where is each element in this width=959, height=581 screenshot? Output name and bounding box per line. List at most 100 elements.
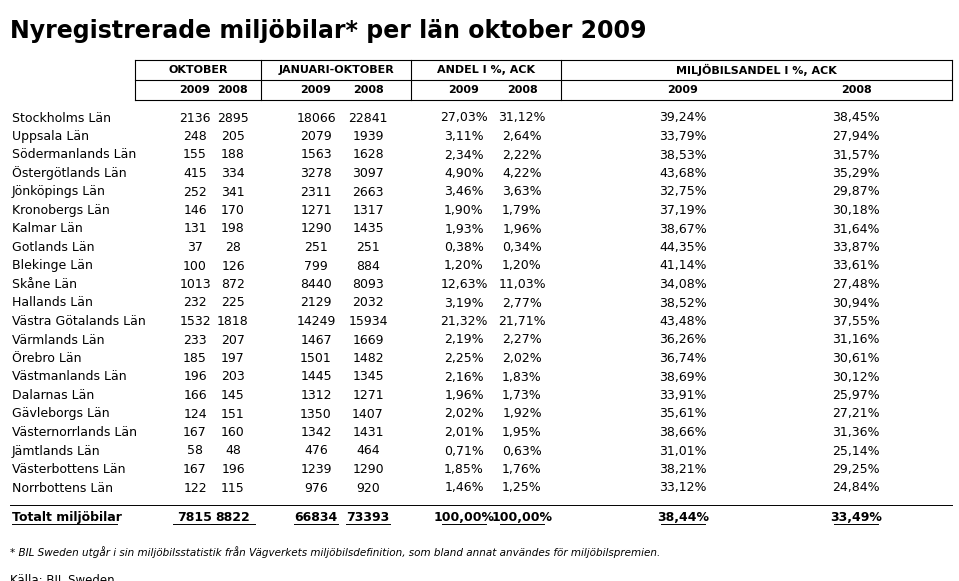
Text: Hallands Län: Hallands Län — [12, 296, 93, 310]
Text: 27,94%: 27,94% — [832, 130, 879, 143]
Text: 48: 48 — [225, 444, 241, 457]
Text: 2009: 2009 — [179, 85, 210, 95]
Text: 2032: 2032 — [352, 296, 384, 310]
Text: 30,94%: 30,94% — [832, 296, 879, 310]
Text: 124: 124 — [183, 407, 207, 421]
Text: 18066: 18066 — [296, 112, 336, 124]
Text: 38,52%: 38,52% — [659, 296, 707, 310]
Text: Kronobergs Län: Kronobergs Län — [12, 204, 109, 217]
Text: 1,85%: 1,85% — [444, 463, 484, 476]
Text: 1435: 1435 — [352, 223, 384, 235]
Text: 3,11%: 3,11% — [444, 130, 483, 143]
Text: Västerbottens Län: Västerbottens Län — [12, 463, 126, 476]
Text: 36,74%: 36,74% — [659, 352, 707, 365]
Text: 29,87%: 29,87% — [832, 185, 879, 199]
Text: 21,32%: 21,32% — [440, 315, 488, 328]
Text: 44,35%: 44,35% — [659, 241, 707, 254]
Text: 1290: 1290 — [352, 463, 384, 476]
Text: Nyregistrerade miljöbilar* per län oktober 2009: Nyregistrerade miljöbilar* per län oktob… — [10, 19, 646, 43]
Text: 476: 476 — [304, 444, 328, 457]
Text: 8440: 8440 — [300, 278, 332, 291]
Text: 233: 233 — [183, 333, 207, 346]
Text: 2009: 2009 — [667, 85, 698, 95]
Text: 2,22%: 2,22% — [503, 149, 542, 162]
Text: 38,67%: 38,67% — [659, 223, 707, 235]
Text: 31,36%: 31,36% — [832, 426, 879, 439]
Text: Västmanlands Län: Västmanlands Län — [12, 371, 127, 383]
Text: 0,63%: 0,63% — [503, 444, 542, 457]
Text: 920: 920 — [356, 482, 380, 494]
Text: 131: 131 — [183, 223, 207, 235]
Text: 100,00%: 100,00% — [492, 511, 552, 524]
Text: 27,21%: 27,21% — [832, 407, 879, 421]
Text: 3,19%: 3,19% — [444, 296, 483, 310]
Text: 1239: 1239 — [300, 463, 332, 476]
Text: Västra Götalands Län: Västra Götalands Län — [12, 315, 146, 328]
Text: 14249: 14249 — [296, 315, 336, 328]
Text: 38,66%: 38,66% — [659, 426, 707, 439]
Text: 2,01%: 2,01% — [444, 426, 484, 439]
Text: 2,27%: 2,27% — [503, 333, 542, 346]
Text: JANUARI-OKTOBER: JANUARI-OKTOBER — [278, 65, 394, 75]
Text: 232: 232 — [183, 296, 207, 310]
Text: 1431: 1431 — [352, 426, 384, 439]
Text: 4,22%: 4,22% — [503, 167, 542, 180]
Text: 0,34%: 0,34% — [503, 241, 542, 254]
Text: * BIL Sweden utgår i sin miljöbilsstatistik från Vägverkets miljöbilsdefinition,: * BIL Sweden utgår i sin miljöbilsstatis… — [10, 546, 660, 558]
Text: 1271: 1271 — [352, 389, 384, 402]
Text: 415: 415 — [183, 167, 207, 180]
Text: Skåne Län: Skåne Län — [12, 278, 77, 291]
Text: 1,96%: 1,96% — [503, 223, 542, 235]
Text: 33,49%: 33,49% — [830, 511, 882, 524]
Text: 2008: 2008 — [506, 85, 537, 95]
Text: 2,02%: 2,02% — [444, 407, 484, 421]
Text: 1290: 1290 — [300, 223, 332, 235]
Text: 38,44%: 38,44% — [657, 511, 709, 524]
Text: Jämtlands Län: Jämtlands Län — [12, 444, 101, 457]
Text: 155: 155 — [183, 149, 207, 162]
Text: 1,20%: 1,20% — [444, 260, 484, 272]
Text: 38,45%: 38,45% — [832, 112, 879, 124]
Text: 3,63%: 3,63% — [503, 185, 542, 199]
Text: 160: 160 — [222, 426, 245, 439]
Text: 1345: 1345 — [352, 371, 384, 383]
Text: 30,61%: 30,61% — [832, 352, 879, 365]
Text: 0,71%: 0,71% — [444, 444, 484, 457]
Text: 2,02%: 2,02% — [503, 352, 542, 365]
Text: 1342: 1342 — [300, 426, 332, 439]
Text: Östergötlands Län: Östergötlands Län — [12, 167, 127, 181]
Text: 2008: 2008 — [353, 85, 384, 95]
Text: 2009: 2009 — [300, 85, 332, 95]
Text: 1,79%: 1,79% — [503, 204, 542, 217]
Text: 126: 126 — [222, 260, 245, 272]
Text: 30,18%: 30,18% — [832, 204, 879, 217]
Text: Gotlands Län: Gotlands Län — [12, 241, 95, 254]
Text: 1,20%: 1,20% — [503, 260, 542, 272]
Text: Totalt miljöbilar: Totalt miljöbilar — [12, 511, 122, 524]
Text: 196: 196 — [222, 463, 245, 476]
Text: 2,77%: 2,77% — [503, 296, 542, 310]
Text: 31,01%: 31,01% — [659, 444, 707, 457]
Text: 146: 146 — [183, 204, 207, 217]
Text: 2,25%: 2,25% — [444, 352, 484, 365]
Text: 27,48%: 27,48% — [832, 278, 879, 291]
Text: 2009: 2009 — [449, 85, 480, 95]
Text: 37: 37 — [187, 241, 203, 254]
Text: 225: 225 — [222, 296, 245, 310]
Text: ANDEL I %, ACK: ANDEL I %, ACK — [437, 65, 535, 75]
Text: Södermanlands Län: Södermanlands Län — [12, 149, 136, 162]
Text: 8822: 8822 — [216, 511, 250, 524]
Text: 1818: 1818 — [217, 315, 249, 328]
Text: 1407: 1407 — [352, 407, 384, 421]
Text: 58: 58 — [187, 444, 203, 457]
Text: 33,87%: 33,87% — [832, 241, 879, 254]
Text: 207: 207 — [222, 333, 245, 346]
Text: 36,26%: 36,26% — [659, 333, 707, 346]
Text: 31,57%: 31,57% — [832, 149, 879, 162]
Text: 2663: 2663 — [352, 185, 384, 199]
Text: 252: 252 — [183, 185, 207, 199]
Text: 30,12%: 30,12% — [832, 371, 879, 383]
Text: 21,71%: 21,71% — [498, 315, 546, 328]
Text: 7815: 7815 — [177, 511, 213, 524]
Text: 25,14%: 25,14% — [832, 444, 879, 457]
